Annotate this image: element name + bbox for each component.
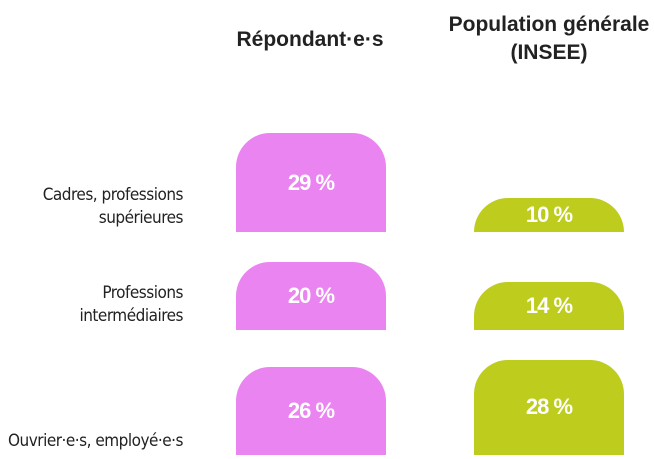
bar: 26 % (236, 366, 386, 455)
category-label: Ouvrier·e·s, employé·e·s (8, 431, 184, 451)
value-label: 29 % (287, 169, 335, 195)
value-label: 20 % (287, 283, 335, 308)
value-label: 10 % (525, 202, 573, 227)
value-label: 14 % (525, 293, 573, 319)
value-label: 28 % (525, 394, 573, 420)
series-header: Répondant·e·s (236, 28, 384, 51)
category-label: Professions intermédiaires (79, 283, 183, 326)
value-label: 26 % (287, 397, 335, 423)
bar: 14 % (474, 282, 624, 330)
category-label: Cadres, professions supérieures (42, 185, 184, 228)
series-header: Population générale (INSEE) (448, 13, 650, 64)
bar: 28 % (474, 359, 624, 455)
bar: 29 % (236, 133, 386, 232)
bar: 20 % (236, 262, 386, 330)
bar: 10 % (474, 198, 624, 232)
